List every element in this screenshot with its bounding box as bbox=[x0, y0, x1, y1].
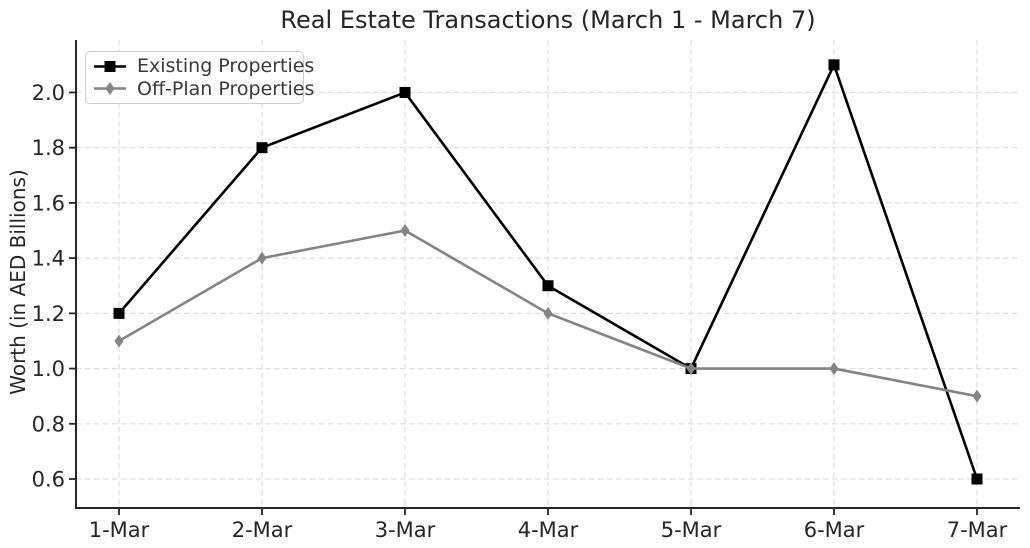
data-point-diamond bbox=[829, 362, 839, 376]
data-point-diamond bbox=[114, 334, 124, 348]
legend: Existing Properties Off-Plan Properties bbox=[85, 51, 314, 104]
data-point-diamond bbox=[257, 251, 267, 265]
x-tick-label: 5-Mar bbox=[661, 518, 722, 542]
data-point-square bbox=[113, 307, 125, 319]
series-line-0 bbox=[118, 63, 979, 480]
data-point-diamond bbox=[400, 224, 410, 238]
data-point-square bbox=[828, 59, 840, 71]
x-tick-label: 6-Mar bbox=[804, 518, 865, 542]
x-tick-label: 4-Mar bbox=[518, 518, 579, 542]
legend-line-diamond-marker-icon bbox=[94, 82, 126, 96]
data-point-diamond bbox=[105, 82, 115, 96]
data-point-square bbox=[399, 86, 411, 98]
legend-line-square-marker-icon bbox=[94, 60, 126, 72]
y-tick-label: 1.0 bbox=[32, 357, 65, 381]
x-tick-label: 3-Mar bbox=[375, 518, 436, 542]
y-tick-label: 0.8 bbox=[32, 412, 65, 436]
legend-item-existing-properties: Existing Properties bbox=[93, 55, 314, 77]
y-tick-label: 2.0 bbox=[32, 81, 65, 105]
legend-label-existing-properties: Existing Properties bbox=[137, 55, 315, 78]
y-tick-label: 1.6 bbox=[32, 191, 65, 215]
chart-title: Real Estate Transactions (March 1 - Marc… bbox=[280, 6, 816, 34]
x-tick-label: 1-Mar bbox=[89, 518, 150, 542]
x-tick-label: 7-Mar bbox=[947, 518, 1008, 542]
y-tick-label: 1.4 bbox=[32, 247, 65, 271]
legend-label-offplan-properties: Off-Plan Properties bbox=[137, 77, 315, 100]
data-point-square bbox=[256, 142, 268, 154]
data-point-square bbox=[971, 473, 983, 485]
x-tick-label: 2-Mar bbox=[232, 518, 293, 542]
data-point-diamond bbox=[972, 389, 982, 403]
data-point-square bbox=[104, 60, 116, 72]
y-tick-label: 1.2 bbox=[32, 302, 65, 326]
data-point-diamond bbox=[543, 306, 553, 320]
data-point-diamond bbox=[686, 362, 696, 376]
legend-item-offplan-properties: Off-Plan Properties bbox=[93, 78, 314, 100]
data-point-square bbox=[542, 280, 554, 292]
y-tick-label: 0.6 bbox=[32, 468, 65, 492]
y-tick-label: 1.8 bbox=[32, 136, 65, 160]
